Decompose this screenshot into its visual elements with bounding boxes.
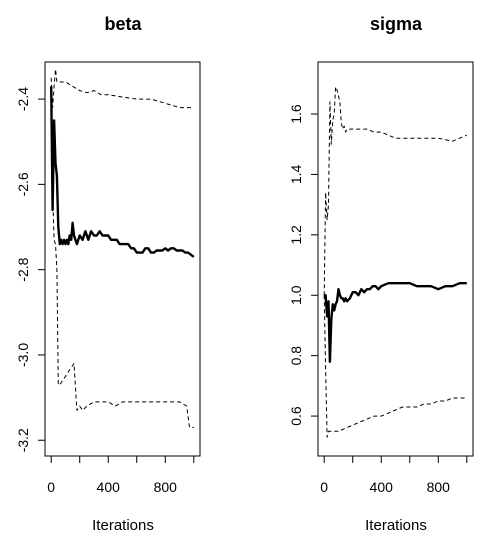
x-tick-label: 400 xyxy=(370,479,394,495)
y-tick-label: -3.2 xyxy=(15,428,31,452)
interval-line-2 xyxy=(50,86,194,428)
y-tick-label: 1.6 xyxy=(288,104,304,124)
x-tick-label: 400 xyxy=(97,479,121,495)
y-tick-label: -3.0 xyxy=(15,343,31,367)
interval-line-1 xyxy=(323,86,467,296)
interval-line-1 xyxy=(50,68,194,109)
x-axis-label: Iterations xyxy=(92,517,154,534)
chart-title: sigma xyxy=(370,14,423,34)
plot-frame xyxy=(44,61,201,457)
sigma-panel: sigma Iterations 0 400 800 0.6 0.8 1.0 1.2 1.4 1.6 xyxy=(288,14,474,534)
y-tick-label: 0.6 xyxy=(288,406,304,426)
beta-panel: beta Iterations 0 400 800 -2.4 -2.6 -2.8 -3.0 -3.… xyxy=(15,14,201,534)
interval-line-2 xyxy=(323,295,467,438)
y-tick-label: 1.0 xyxy=(288,285,304,305)
y-tick-label: 1.2 xyxy=(288,225,304,245)
plot-frame xyxy=(317,61,474,457)
x-tick-label: 800 xyxy=(427,479,451,495)
x-axis-label: Iterations xyxy=(365,517,427,534)
trace-mean-line xyxy=(324,282,467,363)
trace-mean-line xyxy=(50,86,195,258)
y-tick-label: -2.4 xyxy=(15,87,31,111)
y-tick-label: 0.8 xyxy=(288,346,304,366)
x-tick-label: 0 xyxy=(320,479,328,495)
y-tick-label: 1.4 xyxy=(288,164,304,184)
x-tick-label: 800 xyxy=(154,479,178,495)
chart-title: beta xyxy=(104,14,142,34)
y-tick-label: -2.6 xyxy=(15,172,31,196)
y-tick-label: -2.8 xyxy=(15,257,31,281)
x-tick-label: 0 xyxy=(47,479,55,495)
